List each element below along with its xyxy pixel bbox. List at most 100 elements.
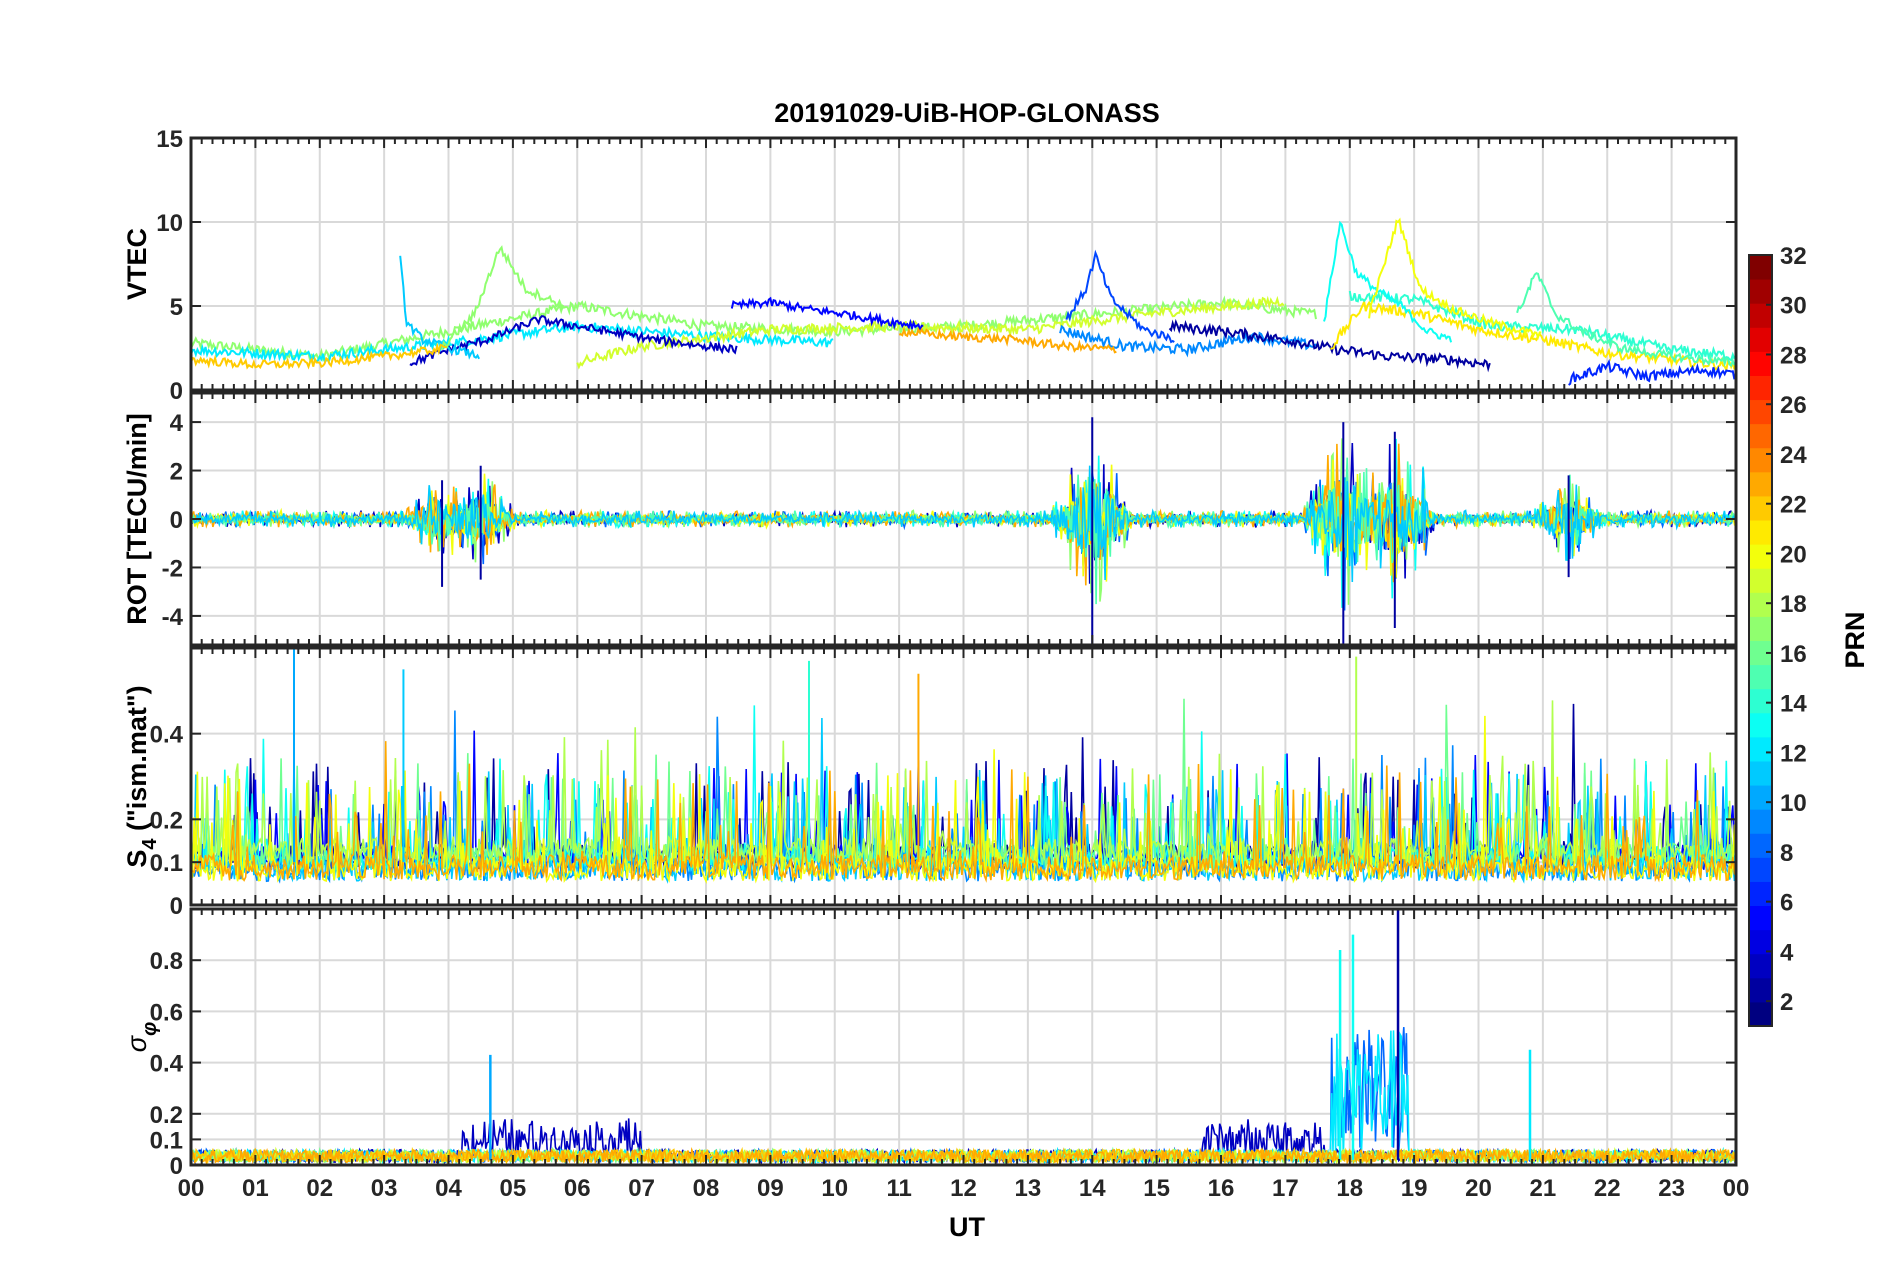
- vtec-series-prn-22: [191, 342, 447, 370]
- colorbar-tick-label: 4: [1780, 939, 1794, 966]
- y-tick-label: 15: [156, 126, 183, 153]
- y-tick-label: -4: [162, 604, 184, 631]
- colorbar-band: [1749, 953, 1772, 979]
- x-tick-label: 04: [435, 1175, 462, 1202]
- x-ticks: [190, 393, 1737, 645]
- x-tick-label: 00: [178, 1175, 205, 1202]
- y-tick-label: 0: [170, 378, 183, 405]
- colorbar-band: [1749, 568, 1772, 593]
- colorbar-band: [1749, 712, 1772, 738]
- vtec-series-prn-15: [1516, 272, 1736, 368]
- colorbar-tick-label: 12: [1780, 740, 1807, 767]
- colorbar-band: [1749, 640, 1772, 666]
- colorbar-tick-label: 24: [1780, 442, 1807, 469]
- y-label-main: S: [122, 850, 152, 868]
- x-tick-label: 02: [306, 1175, 333, 1202]
- vtec-series-prn-17: [441, 245, 564, 351]
- colorbar-band: [1749, 520, 1772, 545]
- x-tick-label: 23: [1658, 1175, 1685, 1202]
- colorbar-tick-label: 30: [1780, 293, 1807, 320]
- panel-data: [191, 417, 1736, 645]
- panel-sigma_phi: 00.10.2 0.4 0.6 0.8 σφ: [122, 907, 1738, 1180]
- colorbar-band: [1749, 351, 1772, 376]
- y-tick-label: 0.2: [150, 1102, 183, 1129]
- colorbar-band: [1749, 495, 1772, 521]
- x-tick-label: 14: [1079, 1175, 1106, 1202]
- colorbar-band: [1749, 616, 1772, 641]
- vtec-series-prn-11: [399, 255, 480, 360]
- y-tick-label: 0: [170, 507, 183, 534]
- colorbar-band: [1749, 592, 1772, 617]
- colorbar-label: PRN: [1840, 611, 1870, 668]
- colorbar-tick-label: 32: [1780, 243, 1807, 270]
- y-axis-label-rot: ROT [TECU/min]: [122, 413, 152, 624]
- vtec-series-prn-23: [898, 326, 1117, 354]
- colorbar-band: [1749, 664, 1772, 690]
- x-axis: 00 01 02 03 04 05 06 07 08 09 10 11 12 13 14 15 16 17 18 19…: [178, 1175, 1750, 1202]
- x-ticks: [190, 648, 1737, 905]
- x-tick-label: 18: [1336, 1175, 1363, 1202]
- rot-series-prn-17: [191, 438, 1736, 605]
- colorbar-band: [1749, 809, 1772, 834]
- y-tick-label: 5: [170, 294, 183, 321]
- figure-title: 20191029-UiB-HOP-GLONASS: [774, 98, 1160, 128]
- y-label-sub: 4: [139, 838, 161, 850]
- x-tick-label: 10: [821, 1175, 848, 1202]
- y-tick-label: 0.8: [150, 948, 183, 975]
- colorbar-band: [1749, 785, 1772, 810]
- y-tick-label: 0: [170, 1153, 183, 1180]
- panel-vtec: 0 5 10 15 VTEC: [122, 126, 1738, 405]
- panel-rot: -4 -2 0 2 4 ROT [TECU/min]: [122, 391, 1738, 647]
- colorbar-band: [1749, 857, 1772, 882]
- colorbar-tick-label: 10: [1780, 790, 1807, 817]
- x-axis-label: UT: [949, 1212, 985, 1242]
- colorbar-band: [1749, 736, 1772, 762]
- y-tick-label: 10: [156, 210, 183, 237]
- colorbar-tick-label: 28: [1780, 342, 1807, 369]
- y-label-main: σ: [122, 1034, 152, 1052]
- vtec-trace: [1059, 324, 1317, 358]
- x-tick-label: 06: [564, 1175, 591, 1202]
- colorbar-band: [1749, 327, 1772, 352]
- colorbar-band: [1749, 423, 1772, 449]
- x-tick-label: 16: [1208, 1175, 1235, 1202]
- colorbar-band: [1749, 471, 1772, 497]
- x-tick-label: 22: [1594, 1175, 1621, 1202]
- x-tick-label: 19: [1401, 1175, 1428, 1202]
- colorbar-band: [1749, 447, 1772, 473]
- x-tick-label: 15: [1143, 1175, 1170, 1202]
- x-ticks: [190, 138, 1737, 390]
- colorbar-band: [1749, 688, 1772, 714]
- colorbar-band: [1749, 399, 1772, 425]
- vtec-trace: [576, 295, 1285, 370]
- x-tick-label: 01: [242, 1175, 269, 1202]
- colorbar-band: [1749, 279, 1772, 304]
- y-axis-label-vtec: VTEC: [122, 228, 152, 300]
- y-tick-label: 0.1: [150, 1127, 183, 1154]
- x-tick-label: 12: [950, 1175, 977, 1202]
- x-tick-label: 13: [1015, 1175, 1042, 1202]
- colorbar-band: [1749, 833, 1772, 858]
- colorbar-tick-label: 14: [1780, 691, 1807, 718]
- vtec-series-prn-20: [1368, 217, 1542, 341]
- colorbar-tick-label: 2: [1780, 989, 1793, 1016]
- panel-s4: 00.10.20.4S4 ("ism.mat"): [122, 646, 1738, 920]
- colorbar-band: [1749, 881, 1772, 907]
- colorbar-tick-label: 22: [1780, 492, 1807, 519]
- s4-series-prn-11: [191, 717, 1736, 884]
- y-axis-label-sigma_phi: σφ: [122, 1022, 161, 1052]
- y-tick-label: -2: [162, 555, 183, 582]
- y-tick-label: 0.1: [150, 850, 183, 877]
- colorbar-tick-label: 16: [1780, 641, 1807, 668]
- colorbar-band: [1749, 1001, 1772, 1027]
- vtec-series-prn-7: [1065, 249, 1175, 344]
- x-tick-label: 07: [628, 1175, 655, 1202]
- vtec-series-prn-13: [1323, 220, 1453, 343]
- vtec-trace: [1568, 358, 1736, 386]
- colorbar-band: [1749, 929, 1772, 955]
- y-tick-label: 0.6: [150, 999, 183, 1026]
- colorbar-band: [1749, 255, 1772, 280]
- colorbar-band: [1749, 375, 1772, 401]
